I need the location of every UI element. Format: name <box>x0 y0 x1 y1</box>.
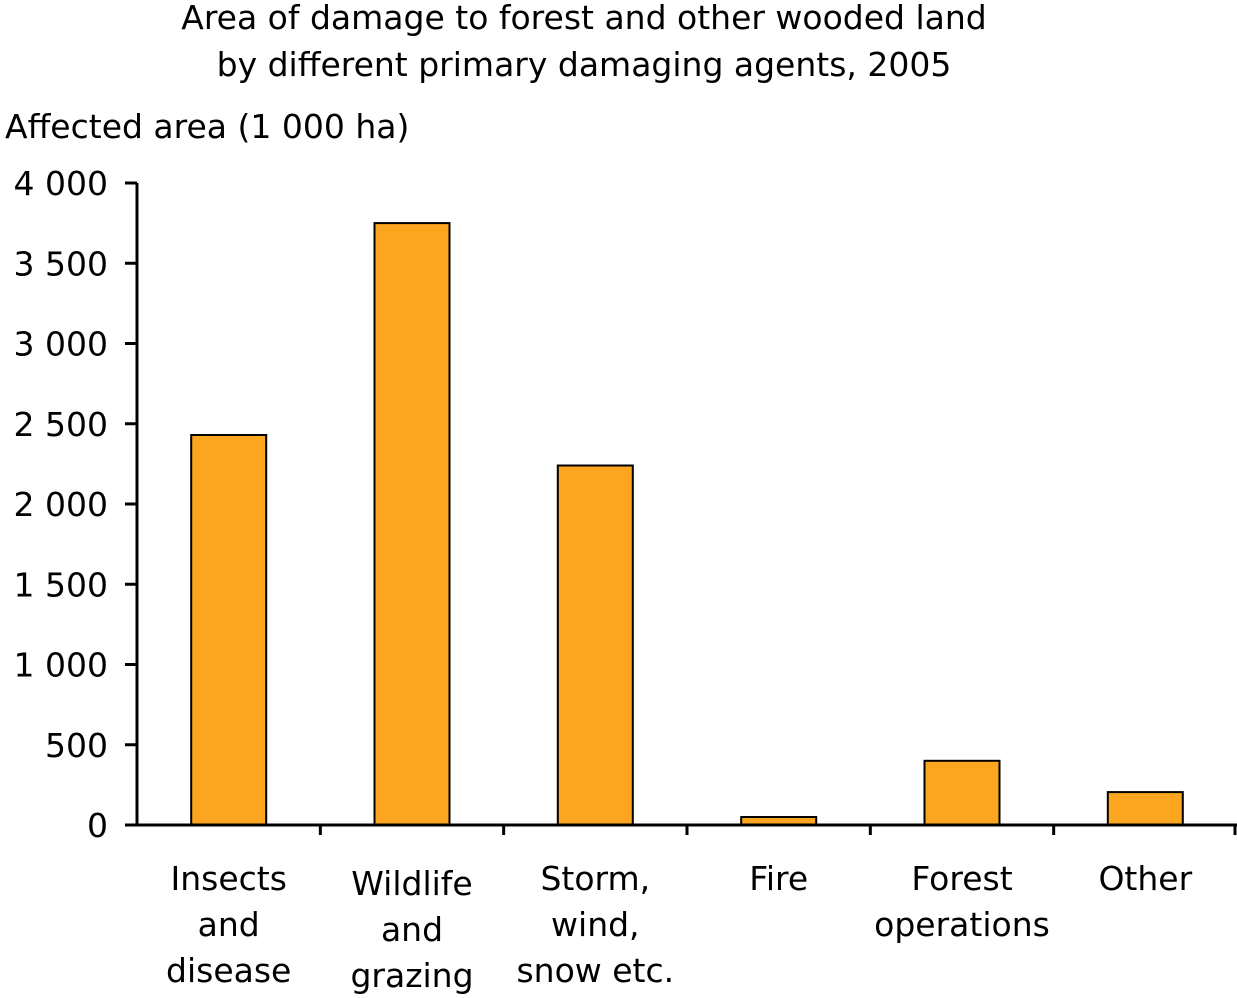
x-tick-label: Other <box>1098 859 1192 898</box>
y-tick-label: 4 000 <box>14 164 108 203</box>
x-tick-label: Forest operations <box>874 859 1050 944</box>
y-tick-label: 2 500 <box>14 405 108 444</box>
y-tick-label: 3 500 <box>14 244 108 283</box>
y-tick-label: 1 000 <box>14 646 108 685</box>
y-tick-label: 2 000 <box>14 485 108 524</box>
y-tick-label: 0 <box>87 806 108 845</box>
chart-title-line-2: by different primary damaging agents, 20… <box>217 45 952 84</box>
chart-title: Area of damage to forest and other woode… <box>181 0 987 84</box>
bars <box>190 222 1184 827</box>
y-axis-ticks: 0 500 1 000 1 500 2 000 2 500 3 000 3 500 4 000 <box>14 164 137 845</box>
y-tick-label: 3 000 <box>14 325 108 364</box>
x-axis-category-labels: Insects and disease Wildlife and grazing Storm… <box>166 859 1193 995</box>
bar <box>556 464 634 826</box>
bar <box>1106 791 1184 826</box>
axes <box>125 183 1237 835</box>
x-tick-label: Insects and disease <box>166 859 291 990</box>
y-tick-label: 1 500 <box>14 565 108 604</box>
chart-title-line-1: Area of damage to forest and other woode… <box>181 0 987 37</box>
x-tick-label: Storm, wind, snow etc. <box>516 859 674 990</box>
bar <box>923 759 1001 826</box>
y-tick-label: 500 <box>45 726 108 765</box>
bar <box>190 434 268 826</box>
x-tick-label: Wildlife and grazing <box>350 864 473 995</box>
y-axis-label: Affected area (1 000 ha) <box>5 107 409 146</box>
x-tick-label: Fire <box>749 859 808 898</box>
bar <box>373 222 451 827</box>
